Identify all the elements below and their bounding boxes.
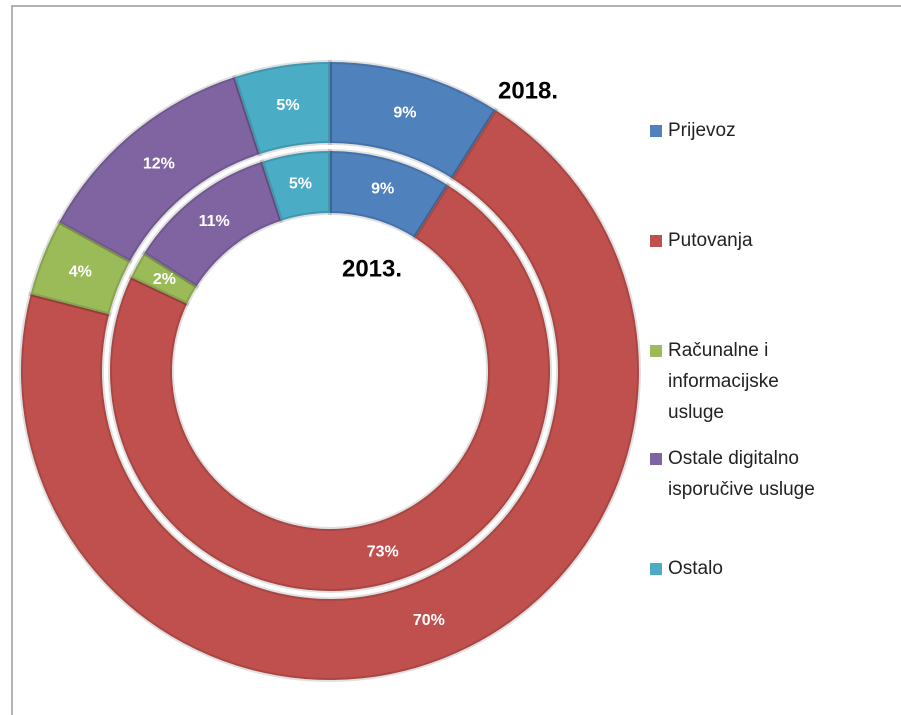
rings bbox=[19, 59, 641, 682]
frame bbox=[11, 5, 901, 715]
data-label: 70% bbox=[413, 612, 445, 629]
data-label: 11% bbox=[199, 213, 230, 230]
data-label: 9% bbox=[393, 104, 416, 121]
legend-swatch bbox=[650, 453, 662, 465]
ring-label: 2018. bbox=[498, 77, 558, 104]
legend-item: Ostale digitalno isporučive usluge bbox=[650, 443, 840, 505]
legend-label: Putovanja bbox=[668, 230, 753, 251]
legend-item: Prijevoz bbox=[650, 115, 840, 146]
data-label: 4% bbox=[69, 263, 92, 280]
data-label: 5% bbox=[276, 97, 299, 114]
legend-label: Prijevoz bbox=[668, 120, 736, 141]
legend-label: Ostalo bbox=[668, 558, 723, 579]
data-label: 2% bbox=[153, 271, 176, 288]
ring-label: 2013. bbox=[342, 255, 402, 282]
slice bbox=[259, 148, 332, 224]
legend-item: Ostalo bbox=[650, 553, 840, 584]
legend-item: Računalne i informacijske usluge bbox=[650, 335, 840, 428]
data-label: 5% bbox=[289, 176, 312, 193]
legend-swatch bbox=[650, 125, 662, 137]
slice bbox=[19, 107, 641, 682]
legend-label: Ostale digitalno isporučive usluge bbox=[668, 448, 815, 500]
data-label: 73% bbox=[367, 544, 399, 561]
slice bbox=[141, 159, 284, 290]
legend-item: Putovanja bbox=[650, 225, 840, 256]
data-label: 12% bbox=[143, 155, 175, 172]
legend-label: Računalne i informacijske usluge bbox=[668, 340, 779, 423]
slice bbox=[231, 59, 332, 157]
legend-swatch bbox=[650, 345, 662, 357]
slice bbox=[108, 182, 552, 593]
legend-swatch bbox=[650, 563, 662, 575]
data-label: 9% bbox=[371, 181, 394, 198]
legend-swatch bbox=[650, 235, 662, 247]
